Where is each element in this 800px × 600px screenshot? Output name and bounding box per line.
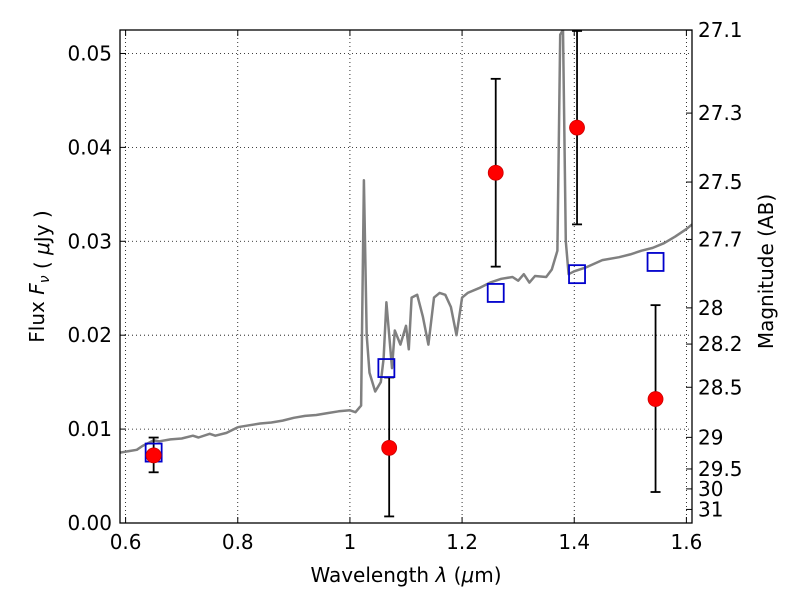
right-tick-label: 29 [698, 425, 723, 449]
right-tick-label: 28 [698, 296, 723, 320]
observed-point [647, 391, 664, 407]
observed-point [145, 447, 162, 464]
x-tick-label: 1.2 [446, 530, 478, 554]
right-tick-label: 27.3 [698, 101, 743, 125]
y-tick-label: 0.05 [67, 41, 112, 65]
x-tick-label: 1 [344, 530, 357, 554]
model-square [377, 358, 396, 378]
right-tick-label: 27.1 [698, 18, 743, 42]
observed-point [487, 164, 504, 181]
grid-lines [120, 30, 692, 524]
right-tick-label: 28.5 [698, 375, 743, 399]
right-tick-label: 27.5 [698, 170, 743, 194]
axis-ticks: 0.6 0.8 1 1.2 1.4 1.6 0.00 0.01 0.02 0.03 0.04 0.05… [67, 18, 742, 554]
y-tick-label: 0.02 [67, 323, 112, 347]
right-tick-label: 28.2 [698, 332, 743, 356]
y-tick-label: 0.04 [67, 135, 112, 159]
observed-point [381, 439, 398, 456]
right-axis-label: Magnitude (AB) [754, 194, 778, 349]
model-square [646, 252, 665, 272]
x-axis-label: Wavelength λ (μm) [310, 563, 501, 587]
right-tick-label: 27.7 [698, 227, 743, 251]
x-tick-label: 1.4 [558, 530, 590, 554]
y-axis-label: Flux Fν ( μJy ) [25, 210, 54, 342]
x-tick-label: 0.6 [110, 530, 142, 554]
y-tick-label: 0.00 [67, 511, 112, 535]
right-tick-label: 31 [698, 497, 723, 521]
right-tick-label: 29.5 [698, 457, 743, 481]
plot-area [120, 30, 692, 518]
y-tick-label: 0.03 [67, 229, 112, 253]
y-tick-label: 0.01 [67, 417, 112, 441]
model-square [486, 283, 505, 303]
x-tick-label: 0.8 [222, 530, 254, 554]
x-tick-label: 1.6 [670, 530, 702, 554]
observed-point [569, 119, 585, 136]
right-tick-label: 30 [698, 477, 723, 501]
plot-frame [119, 29, 693, 524]
model-square [568, 264, 586, 285]
spectrum-line [120, 30, 692, 454]
